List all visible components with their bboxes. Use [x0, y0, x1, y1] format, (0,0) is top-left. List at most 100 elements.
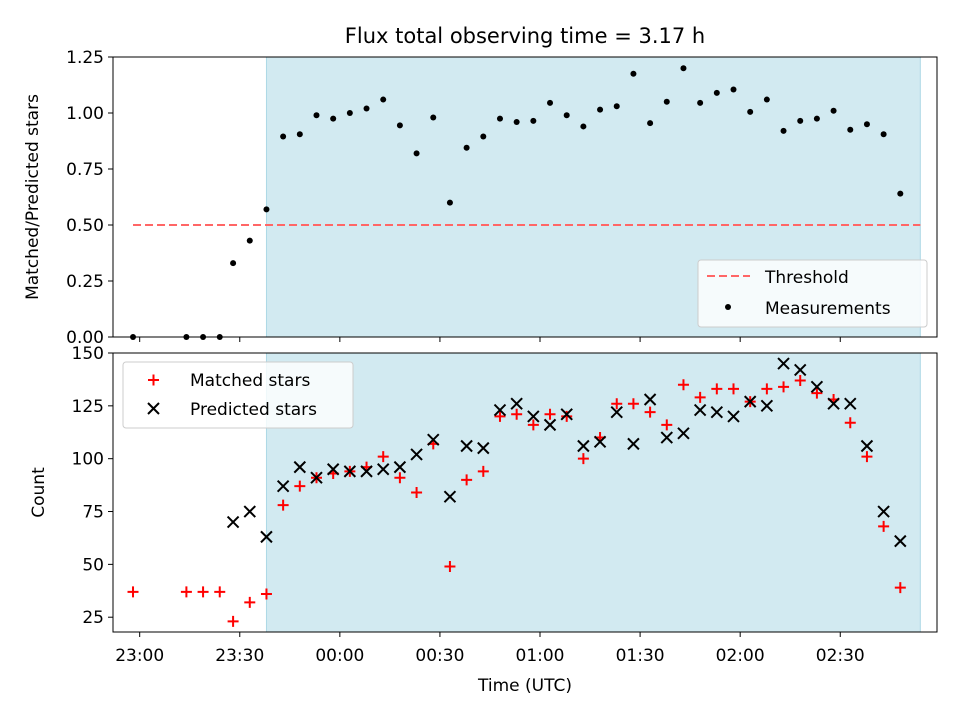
matched-star-point — [127, 586, 139, 598]
count-panel-y-axis: 25 50 75 100 125 150 — [72, 344, 113, 628]
matched-star-point — [277, 499, 289, 511]
count-panel-observing-window — [265, 353, 921, 632]
legend-matched-label: Matched stars — [190, 371, 310, 391]
predicted-star-point — [226, 515, 240, 529]
legend-predicted-swatch — [147, 402, 160, 415]
matched-star-point — [677, 379, 689, 391]
predicted-star-point — [877, 505, 890, 518]
predicted-star-point — [427, 433, 440, 446]
measurement-point — [613, 103, 620, 110]
matched-star-point — [844, 417, 856, 429]
y-tick-label: 50 — [82, 555, 104, 575]
count-panel-y-label: Count — [29, 467, 49, 518]
count-panel-legend: Matched stars Predicted stars — [122, 361, 354, 429]
x-tick-label: 23:30 — [215, 646, 264, 666]
count-panel: 25 50 75 100 125 150 23:00 23:30 00:00 00:30 01:0… — [29, 344, 938, 696]
predicted-star-point — [827, 397, 840, 410]
y-tick-label: 25 — [82, 608, 104, 628]
matched-star-point — [811, 387, 823, 399]
matched-star-point — [294, 480, 306, 492]
matched-star-point — [544, 408, 556, 420]
ratio-panel-x-ticks — [139, 337, 841, 342]
measurement-point — [697, 99, 704, 106]
predicted-star-point — [593, 435, 607, 448]
measurement-point — [280, 133, 287, 140]
predicted-star-point — [627, 437, 640, 451]
matched-star-point — [494, 410, 506, 422]
measurement-point — [363, 105, 370, 112]
predicted-star-point — [326, 463, 340, 476]
measurement-point — [847, 126, 854, 133]
predicted-star-point — [243, 505, 256, 518]
y-tick-label: 125 — [72, 397, 104, 417]
y-tick-label: 150 — [72, 344, 104, 364]
measurement-point — [547, 99, 554, 106]
predicted-star-point — [794, 363, 807, 377]
predicted-star-point — [777, 357, 790, 370]
measurement-point — [580, 123, 587, 130]
x-tick-label: 23:00 — [115, 646, 164, 666]
predicted-star-point — [560, 408, 573, 421]
matched-star-point — [180, 586, 192, 598]
measurement-point — [230, 260, 237, 267]
measurement-point — [663, 98, 670, 105]
matched-star-point — [227, 615, 239, 627]
y-tick-label: 0.50 — [66, 216, 104, 236]
predicted-star-point — [577, 439, 590, 453]
predicted-star-point — [610, 405, 623, 419]
predicted-star-point — [276, 479, 290, 493]
count-panel-frame — [112, 352, 938, 633]
predicted-star-point — [360, 465, 373, 478]
matched-star-point — [244, 596, 256, 608]
measurement-point — [413, 150, 420, 157]
ratio-panel-frame — [112, 56, 938, 338]
predicted-star-point — [760, 399, 774, 413]
predicted-star-point — [493, 403, 507, 417]
measurement-point — [530, 117, 537, 124]
matched-star-point — [444, 560, 456, 572]
matched-star-point — [761, 383, 773, 395]
ratio-panel-y-label: Matched/Predicted stars — [23, 94, 43, 300]
matched-star-point — [511, 408, 523, 420]
legend-measurement-swatch — [725, 304, 731, 310]
measurement-point — [330, 115, 337, 122]
matched-star-point — [577, 453, 589, 465]
measurement-point — [680, 65, 687, 72]
measurement-point — [830, 107, 837, 114]
measurement-point — [430, 114, 437, 121]
y-tick-label: 1.00 — [66, 104, 104, 124]
predicted-star-point — [477, 441, 490, 455]
chart-title: Flux total observing time = 3.17 h — [345, 24, 705, 48]
ratio-panel-legend: Threshold Measurements — [697, 259, 928, 328]
predicted-star-point — [677, 427, 690, 440]
matched-star-point — [711, 383, 723, 395]
y-tick-label: 0.00 — [66, 328, 104, 348]
measurement-point — [313, 112, 320, 119]
measurement-point — [713, 89, 720, 96]
y-tick-label: 75 — [82, 503, 104, 523]
measurement-point — [897, 190, 904, 197]
measurement-point — [346, 110, 353, 116]
predicted-star-point — [844, 397, 857, 410]
predicted-star-point — [293, 460, 307, 474]
predicted-star-point — [894, 534, 907, 548]
measurement-point — [813, 115, 820, 122]
y-tick-label: 0.75 — [66, 160, 104, 180]
predicted-star-point — [527, 410, 540, 423]
count-panel-x-axis: 23:00 23:30 00:00 00:30 01:00 01:30 02:00 02:30 — [115, 632, 865, 666]
x-axis-label: Time (UTC) — [477, 676, 572, 696]
x-tick-label: 00:00 — [315, 646, 364, 666]
measurement-points — [130, 65, 904, 340]
measurement-point — [797, 117, 804, 124]
matched-star-point — [477, 465, 489, 477]
measurement-point — [630, 70, 637, 77]
predicted-star-point — [643, 393, 657, 406]
legend-predicted-label: Predicted stars — [190, 400, 317, 420]
x-tick-label: 02:30 — [816, 646, 865, 666]
matched-star-point — [561, 410, 573, 422]
measurement-point — [463, 144, 470, 151]
ratio-panel: 0.00 0.25 0.50 0.75 1.00 1.25 Matched/Predict… — [23, 48, 938, 348]
matched-star-point — [878, 520, 890, 532]
matched-star-point — [661, 419, 673, 431]
